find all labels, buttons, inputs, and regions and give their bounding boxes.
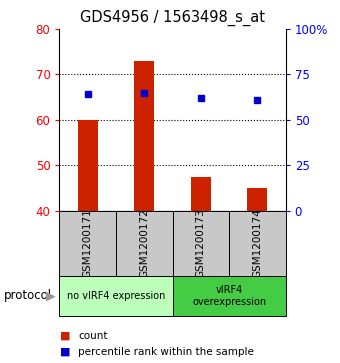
Text: GSM1200172: GSM1200172: [139, 208, 149, 278]
Text: ▶: ▶: [46, 289, 55, 302]
Bar: [59, 211, 116, 276]
Text: GSM1200173: GSM1200173: [196, 208, 206, 278]
Bar: [134, 61, 154, 211]
Text: GSM1200171: GSM1200171: [83, 208, 93, 278]
Bar: [116, 211, 173, 276]
Text: ■: ■: [59, 347, 70, 357]
Text: ■: ■: [59, 331, 70, 341]
Bar: [78, 120, 98, 211]
Text: protocol: protocol: [3, 289, 52, 302]
Bar: [248, 188, 267, 211]
Bar: [191, 176, 211, 211]
Text: percentile rank within the sample: percentile rank within the sample: [78, 347, 254, 357]
Bar: [173, 211, 229, 276]
Text: vIRF4
overexpression: vIRF4 overexpression: [192, 285, 266, 307]
Bar: [59, 276, 173, 316]
Bar: [173, 276, 286, 316]
Title: GDS4956 / 1563498_s_at: GDS4956 / 1563498_s_at: [80, 10, 265, 26]
Bar: [229, 211, 286, 276]
Text: count: count: [78, 331, 108, 341]
Text: no vIRF4 expression: no vIRF4 expression: [67, 291, 165, 301]
Text: GSM1200174: GSM1200174: [252, 208, 262, 278]
